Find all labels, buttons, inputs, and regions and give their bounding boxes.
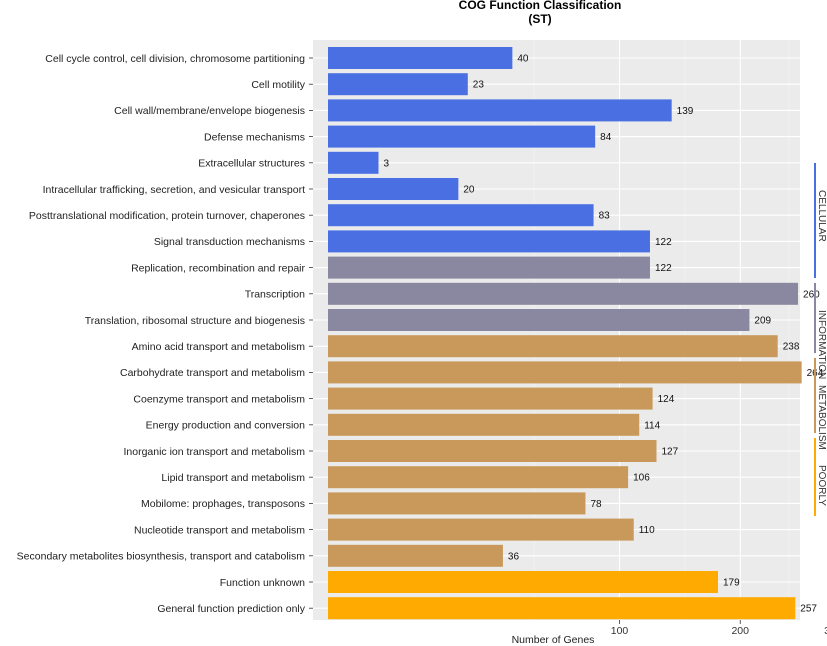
category-label: Signal transduction mechanisms — [154, 236, 305, 248]
bar — [328, 282, 799, 305]
category-label: Lipid transport and metabolism — [161, 472, 305, 484]
chart-subtitle: (ST) — [528, 12, 551, 26]
category-label: Carbohydrate transport and metabolism — [120, 367, 305, 379]
category-label: Nucleotide transport and metabolism — [134, 524, 305, 536]
bar — [328, 125, 596, 148]
bar-value-label: 106 — [633, 473, 650, 484]
bar-value-label: 122 — [655, 237, 672, 248]
category-label: Cell motility — [251, 79, 305, 91]
bar — [328, 335, 778, 358]
category-label: Replication, recombination and repair — [131, 262, 305, 274]
category-label: Coenzyme transport and metabolism — [133, 393, 305, 405]
category-label: Intracellular trafficking, secretion, an… — [43, 184, 306, 196]
bar-value-label: 124 — [658, 394, 675, 405]
group-legend: CELLULAR INFORMATION METABOLISM POORLY — [814, 163, 827, 516]
bar-value-label: 40 — [517, 54, 529, 65]
bar — [328, 492, 586, 515]
group-label: METABOLISM — [816, 385, 827, 450]
x-tick-label: 300 — [824, 625, 827, 637]
category-label: Extracellular structures — [198, 158, 305, 170]
category-label: Translation, ribosomal structure and bio… — [85, 315, 305, 327]
x-tick-label: 100 — [611, 625, 629, 637]
category-label: Cell wall/membrane/envelope biogenesis — [114, 105, 305, 117]
bars: 4023139843208312212226020923826412411412… — [328, 47, 824, 620]
x-axis: 100 200 300 — [611, 620, 827, 637]
category-label: Function unknown — [220, 577, 305, 589]
bar-value-label: 127 — [662, 447, 679, 458]
group-label: POORLY — [816, 465, 827, 506]
bar — [328, 571, 719, 593]
bar — [328, 440, 657, 462]
category-label: Mobilome: prophages, transposons — [141, 498, 305, 510]
category-label: General function prediction only — [157, 603, 305, 615]
x-axis-label: Number of Genes — [512, 634, 595, 646]
bar — [328, 204, 594, 227]
chart-title: COG Function Classification — [459, 0, 622, 12]
bar-value-label: 23 — [473, 80, 485, 91]
bar — [328, 73, 468, 96]
bar-value-label: 114 — [644, 420, 660, 431]
x-tick-label: 200 — [731, 625, 749, 637]
bar — [328, 361, 802, 384]
bar — [328, 544, 503, 567]
bar-value-label: 257 — [800, 604, 817, 615]
bar-value-label: 78 — [590, 499, 602, 510]
category-label: Secondary metabolites biosynthesis, tran… — [17, 551, 306, 563]
bar-value-label: 122 — [655, 263, 672, 274]
category-label: Posttranslational modification, protein … — [29, 210, 305, 222]
bar — [328, 387, 653, 410]
bar — [328, 151, 379, 174]
bar — [328, 99, 672, 122]
bar — [328, 466, 629, 489]
bar-value-label: 139 — [677, 106, 694, 117]
bar — [328, 47, 513, 69]
bar — [328, 230, 650, 253]
category-label: Amino acid transport and metabolism — [132, 341, 306, 353]
bar-value-label: 84 — [600, 132, 612, 143]
bar — [328, 597, 796, 620]
category-label: Transcription — [245, 289, 305, 301]
category-label: Inorganic ion transport and metabolism — [123, 446, 305, 458]
bar-value-label: 20 — [463, 185, 475, 196]
bar-value-label: 179 — [723, 578, 740, 589]
bar — [328, 413, 640, 436]
bar-value-label: 36 — [508, 551, 520, 562]
bar — [328, 309, 750, 331]
bar-value-label: 209 — [754, 316, 771, 327]
category-label: Defense mechanisms — [204, 131, 305, 143]
bar-value-label: 83 — [599, 211, 611, 222]
category-label: Cell cycle control, cell division, chrom… — [45, 53, 305, 65]
group-label: CELLULAR — [816, 190, 827, 242]
bar — [328, 178, 459, 200]
bar-value-label: 238 — [783, 342, 800, 353]
category-labels: Cell cycle control, cell division, chrom… — [17, 53, 313, 615]
bar — [328, 256, 650, 279]
bar-value-label: 3 — [383, 158, 389, 169]
bar-value-label: 260 — [803, 289, 820, 300]
bar — [328, 518, 634, 541]
category-label: Energy production and conversion — [146, 420, 306, 432]
group-label: INFORMATION — [816, 310, 827, 379]
bar-value-label: 110 — [639, 525, 655, 536]
